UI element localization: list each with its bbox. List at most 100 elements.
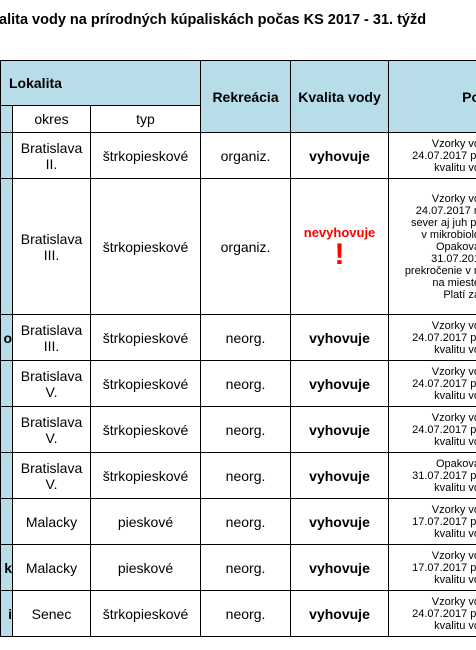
note-cell: Vzorky vo 24.07.2017 pr kvalitu vo [388, 406, 476, 453]
note-line: kvalitu vo [434, 161, 476, 174]
rekreacia-cell: neorg. [200, 360, 292, 407]
note-line: kvalitu vo [434, 573, 476, 586]
note-line: kvalitu vo [434, 343, 476, 356]
okres-cell: Malacky [12, 544, 91, 591]
note-line: v mikrobiolo [421, 228, 476, 241]
note-cell: Opakova 31.07.2017 pr kvalitu vo [388, 452, 476, 499]
note-line: kvalitu vo [434, 481, 476, 494]
kvalita-cell: vyhovuje [290, 544, 390, 591]
note-line: 24.07.2017 n [415, 204, 476, 217]
okres-cell: Bratislava V. [12, 452, 91, 499]
table-row: k Malacky pieskové neorg. vyhovuje Vzorky vo 1… [0, 544, 476, 591]
locality-name-cell: k [0, 544, 13, 591]
okres-cell: Bratislava II. [12, 132, 91, 179]
note-line: Vzorky vo [431, 192, 476, 205]
typ-cell: štrkopieskové [89, 178, 202, 315]
locality-name-cell [0, 406, 13, 453]
table-row: o Bratislava III. štrkopieskové neorg. vyhov… [0, 314, 476, 361]
note-line: Vzorky vo [431, 365, 476, 378]
okres-cell: Bratislava V. [12, 406, 91, 453]
note-line: 24.07.2017 pr [412, 149, 476, 162]
header-okres: okres [12, 105, 91, 133]
note-line: 24.07.2017 pr [412, 607, 476, 620]
typ-cell: štrkopieskové [89, 452, 202, 499]
table-row: Bratislava V. štrkopieskové neorg. vyhovuje… [0, 452, 476, 499]
status-ok-text: vyhovuje [309, 421, 370, 438]
kvalita-cell: vyhovuje [290, 498, 390, 545]
status-ok-text: vyhovuje [309, 467, 370, 484]
note-line: Opakova [436, 240, 476, 253]
okres-cell: Senec [12, 590, 91, 637]
status-ok-text: vyhovuje [309, 329, 370, 346]
note-cell: Vzorky vo 24.07.2017 pr kvalitu vo [388, 590, 476, 637]
locality-name-cell [0, 452, 13, 499]
table-row: Malacky pieskové neorg. vyhovuje Vzorky vo 17… [0, 498, 476, 545]
okres-cell: Bratislava III. [12, 178, 91, 315]
note-line: 24.07.2017 pr [412, 331, 476, 344]
typ-cell: štrkopieskové [89, 132, 202, 179]
note-line: 31.07.201 [431, 252, 476, 265]
note-line: Opakova [436, 457, 476, 470]
page-title: alita vody na prírodných kúpaliskách poč… [0, 12, 427, 28]
status-ok-text: vyhovuje [309, 559, 370, 576]
header-rekreacia: Rekreácia [200, 60, 292, 133]
typ-cell: pieskové [89, 544, 202, 591]
typ-cell: štrkopieskové [89, 360, 202, 407]
note-line: Platí za [443, 288, 476, 301]
note-line: Vzorky vo [431, 411, 476, 424]
note-cell: Vzorky vo 24.07.2017 pr kvalitu vo [388, 132, 476, 179]
okres-cell: Bratislava V. [12, 360, 91, 407]
table-row: Bratislava II. štrkopieskové organiz. vyhov… [0, 132, 476, 179]
table-row: Bratislava V. štrkopieskové neorg. vyhovuje… [0, 360, 476, 407]
okres-cell: Bratislava III. [12, 314, 91, 361]
note-line: Vzorky vo [431, 319, 476, 332]
header-kvalita: Kvalita vody [290, 60, 390, 133]
locality-name-cell: o [0, 314, 13, 361]
rekreacia-cell: neorg. [200, 590, 292, 637]
rekreacia-cell: neorg. [200, 314, 292, 361]
rekreacia-cell: neorg. [200, 406, 292, 453]
note-cell: Vzorky vo 17.07.2017 pr kvalitu vo [388, 544, 476, 591]
note-line: 31.07.2017 pr [412, 469, 476, 482]
table-row: Bratislava V. štrkopieskové neorg. vyhovuje… [0, 406, 476, 453]
note-line: prekročenie v n [404, 264, 476, 277]
note-line: sever aj juh pr [410, 216, 476, 229]
note-cell: Vzorky vo 24.07.2017 pr kvalitu vo [388, 360, 476, 407]
subheader-blank [0, 105, 13, 133]
locality-name-cell [0, 360, 13, 407]
header-row: Lokalita Rekreácia Kvalita vody Po [0, 60, 476, 133]
rekreacia-cell: organiz. [200, 178, 292, 315]
note-line: Vzorky vo [431, 549, 476, 562]
note-line: 24.07.2017 pr [412, 423, 476, 436]
note-cell: Vzorky vo 17.07.2017 pr kvalitu vo [388, 498, 476, 545]
note-line: kvalitu vo [434, 619, 476, 632]
water-quality-table: Lokalita Rekreácia Kvalita vody Po okres… [0, 60, 476, 637]
locality-name-cell: i [0, 590, 13, 637]
table-row: i Senec štrkopieskové neorg. vyhovuje Vzorky … [0, 590, 476, 637]
note-line: kvalitu vo [434, 389, 476, 402]
kvalita-cell: vyhovuje [290, 314, 390, 361]
locality-name-cell [0, 132, 13, 179]
okres-cell: Malacky [12, 498, 91, 545]
locality-name-cell [0, 498, 13, 545]
rekreacia-cell: neorg. [200, 498, 292, 545]
locality-name-cell [0, 178, 13, 315]
rekreacia-cell: neorg. [200, 452, 292, 499]
typ-cell: štrkopieskové [89, 406, 202, 453]
note-line: na mieste [432, 276, 476, 289]
warning-icon: ! [334, 237, 345, 271]
status-fail-text: nevyhovuje [303, 224, 376, 240]
kvalita-cell: vyhovuje [290, 452, 390, 499]
typ-cell: pieskové [89, 498, 202, 545]
kvalita-cell: vyhovuje [290, 590, 390, 637]
note-cell: Vzorky vo 24.07.2017 pr kvalitu vo [388, 314, 476, 361]
note-line: Vzorky vo [431, 137, 476, 150]
status-ok-text: vyhovuje [309, 605, 370, 622]
kvalita-cell: vyhovuje [290, 132, 390, 179]
note-line: 17.07.2017 pr [412, 561, 476, 574]
rekreacia-cell: neorg. [200, 544, 292, 591]
status-ok-text: vyhovuje [309, 147, 370, 164]
note-line: kvalitu vo [434, 435, 476, 448]
status-ok-text: vyhovuje [309, 513, 370, 530]
header-po: Po [388, 60, 476, 133]
